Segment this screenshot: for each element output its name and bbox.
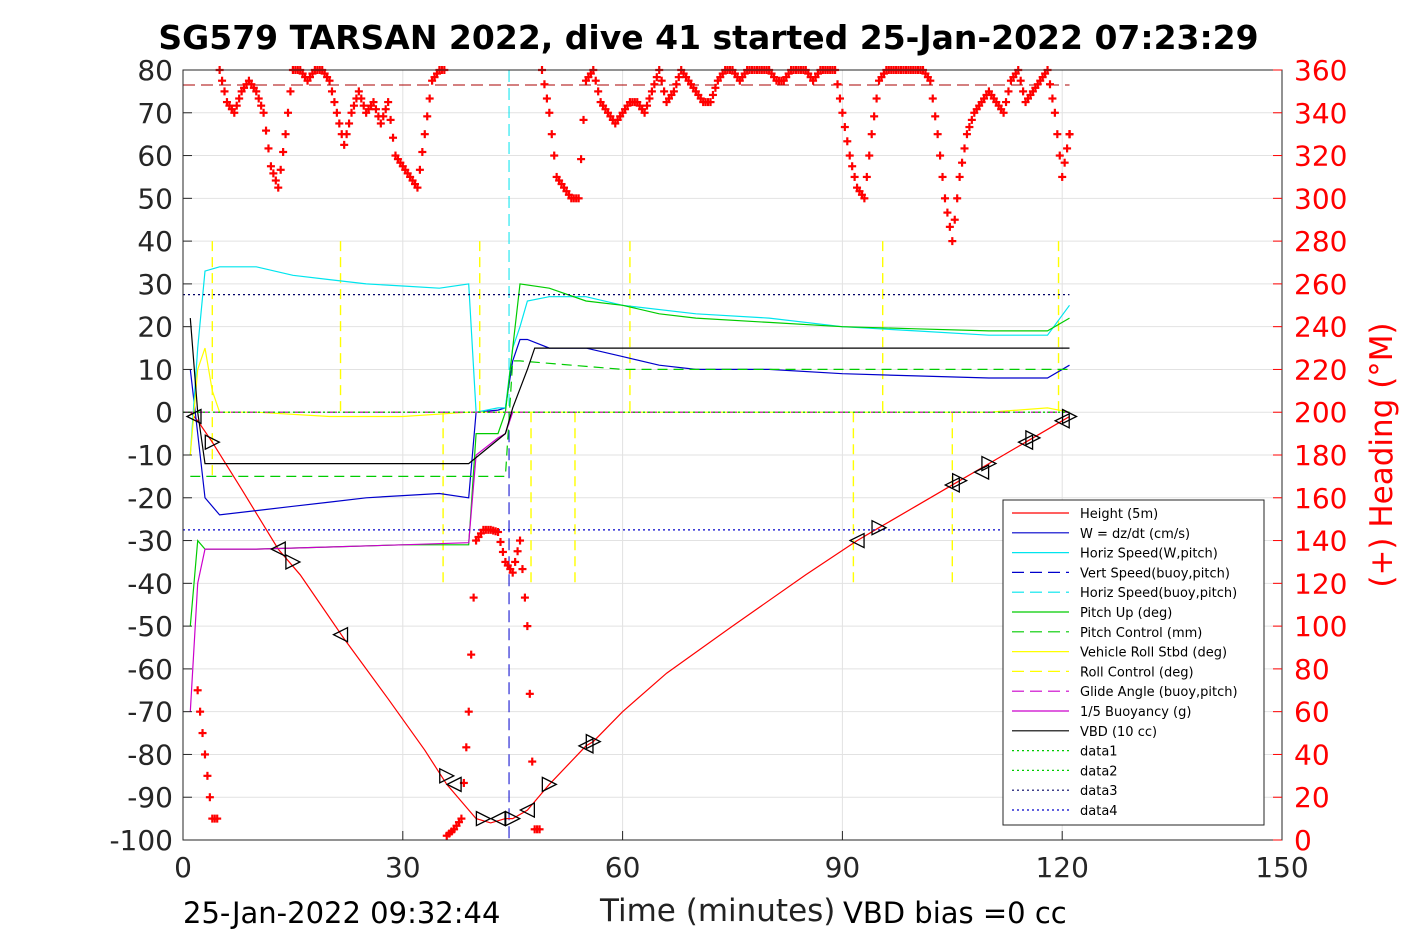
triangle-marker bbox=[518, 802, 536, 819]
y2-tick-label: 140 bbox=[1294, 525, 1347, 558]
legend-label: VBD (10 cc) bbox=[1080, 725, 1157, 740]
x-tick-label: 90 bbox=[825, 851, 861, 884]
y2-tick-label: 60 bbox=[1294, 696, 1330, 729]
x-axis-label: Time (minutes) bbox=[600, 893, 836, 929]
y-tick-label: -90 bbox=[127, 781, 173, 814]
y2-tick-label: 260 bbox=[1294, 268, 1347, 301]
y2-tick-label: 280 bbox=[1294, 225, 1347, 258]
x-tick-label: 0 bbox=[174, 851, 192, 884]
y2-tick-label: 20 bbox=[1294, 781, 1330, 814]
y-tick-label: -80 bbox=[127, 738, 173, 771]
y2-tick-label: 340 bbox=[1294, 97, 1347, 130]
triangle-marker bbox=[269, 541, 286, 558]
legend-label: Vert Speed(buoy,pitch) bbox=[1080, 566, 1230, 581]
y2-tick-label: 300 bbox=[1294, 182, 1347, 215]
series-line-1 bbox=[189, 411, 1070, 824]
legend-label: W = dz/dt (cm/s) bbox=[1080, 527, 1190, 542]
y2-tick-label: 320 bbox=[1294, 140, 1347, 173]
triangle-marker bbox=[981, 455, 998, 472]
y-tick-label: 10 bbox=[137, 353, 173, 386]
y2-tick-label: 200 bbox=[1294, 396, 1347, 429]
triangle-marker bbox=[332, 626, 349, 643]
y-tick-label: 70 bbox=[137, 97, 173, 130]
triangle-marker bbox=[445, 776, 462, 793]
legend-label: Roll Control (deg) bbox=[1080, 665, 1194, 680]
y2-axis-label: (+) Heading (°M) bbox=[1364, 322, 1400, 587]
triangle-marker bbox=[204, 434, 221, 451]
x-tick-label: 150 bbox=[1255, 851, 1308, 884]
triangle-marker bbox=[489, 810, 506, 827]
y2-tick-label: 160 bbox=[1294, 482, 1347, 515]
legend-box bbox=[1002, 499, 1265, 826]
triangle-marker bbox=[541, 776, 558, 793]
y2-tick-label: 240 bbox=[1294, 311, 1347, 344]
legend-label: Horiz Speed(W,pitch) bbox=[1080, 547, 1218, 562]
y-tick-label: -20 bbox=[127, 482, 173, 515]
y-tick-label: 50 bbox=[137, 182, 173, 215]
y-tick-label: 20 bbox=[137, 311, 173, 344]
y2-tick-label: 40 bbox=[1294, 738, 1330, 771]
legend-label: Pitch Control (mm) bbox=[1080, 626, 1202, 641]
y-tick-label: -40 bbox=[127, 567, 173, 600]
legend-label: data3 bbox=[1080, 784, 1118, 799]
y2-tick-label: 220 bbox=[1294, 353, 1347, 386]
legend-label: Glide Angle (buoy,pitch) bbox=[1080, 685, 1238, 700]
y-tick-label: -30 bbox=[127, 525, 173, 558]
x-tick-label: 120 bbox=[1035, 851, 1088, 884]
y-tick-label: -60 bbox=[127, 653, 173, 686]
y-tick-label: -10 bbox=[127, 439, 173, 472]
legend-label: Horiz Speed(buoy,pitch) bbox=[1080, 586, 1237, 601]
vbd-bias-label: VBD bias =0 cc bbox=[843, 896, 1067, 930]
y-tick-label: -100 bbox=[109, 824, 173, 857]
legend-label: data1 bbox=[1080, 745, 1118, 760]
triangle-marker bbox=[871, 519, 888, 536]
series-line-12 bbox=[189, 318, 1070, 465]
x-tick-label: 60 bbox=[605, 851, 641, 884]
footer-timestamp: 25-Jan-2022 09:32:44 bbox=[183, 896, 501, 930]
triangle-marker bbox=[1061, 408, 1078, 425]
triangle-marker bbox=[585, 733, 602, 750]
x-tick-label: 30 bbox=[385, 851, 421, 884]
y2-tick-label: 80 bbox=[1294, 653, 1330, 686]
legend-label: 1/5 Buoyancy (g) bbox=[1080, 705, 1191, 720]
chart-title: SG579 TARSAN 2022, dive 41 started 25-Ja… bbox=[158, 18, 1259, 57]
legend-label: Pitch Up (deg) bbox=[1080, 606, 1172, 621]
triangle-marker bbox=[285, 553, 302, 570]
y2-tick-label: 100 bbox=[1294, 610, 1347, 643]
legend-label: Vehicle Roll Stbd (deg) bbox=[1080, 646, 1227, 661]
legend-label: data2 bbox=[1080, 764, 1118, 779]
y2-tick-label: 360 bbox=[1294, 54, 1347, 87]
triangle-marker bbox=[848, 532, 865, 549]
triangle-marker bbox=[439, 767, 456, 784]
y-tick-label: -70 bbox=[127, 696, 173, 729]
y-tick-label: 30 bbox=[137, 268, 173, 301]
y-tick-label: 60 bbox=[137, 140, 173, 173]
legend-label: data4 bbox=[1080, 804, 1118, 819]
legend-label: Height (5m) bbox=[1080, 507, 1158, 522]
y-tick-label: 0 bbox=[155, 396, 173, 429]
triangle-marker bbox=[505, 810, 522, 827]
triangle-marker bbox=[951, 472, 969, 489]
triangle-marker bbox=[1025, 429, 1042, 446]
y-tick-label: 40 bbox=[137, 225, 173, 258]
triangle-marker bbox=[475, 810, 492, 827]
y-tick-label: -50 bbox=[127, 610, 173, 643]
y2-tick-label: 120 bbox=[1294, 567, 1347, 600]
y-tick-label: 80 bbox=[137, 54, 173, 87]
y2-tick-label: 0 bbox=[1294, 824, 1312, 857]
series-line-11 bbox=[189, 412, 514, 712]
heading-markers bbox=[193, 66, 1074, 840]
triangle-marker bbox=[185, 408, 202, 425]
y2-tick-label: 180 bbox=[1294, 439, 1347, 472]
